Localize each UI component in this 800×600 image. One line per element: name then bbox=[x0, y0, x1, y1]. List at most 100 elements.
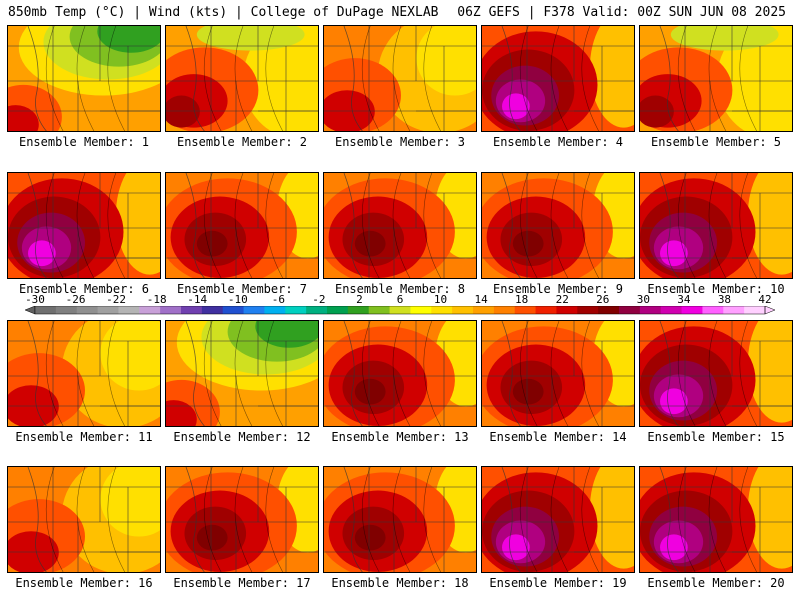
temperature-map bbox=[481, 25, 635, 132]
isotherm-line bbox=[361, 173, 380, 278]
state-border bbox=[501, 26, 521, 131]
temperature-contour-0 bbox=[717, 26, 792, 131]
colorbar-tick-label: 26 bbox=[596, 293, 610, 306]
colorbar-segment bbox=[139, 306, 161, 314]
isotherm-line bbox=[739, 173, 758, 278]
isotherm-line bbox=[677, 173, 696, 278]
colorbar-segment bbox=[473, 306, 495, 314]
colorbar-segment bbox=[347, 306, 370, 314]
temperature-contour-4 bbox=[354, 378, 386, 405]
temperature-map bbox=[7, 320, 161, 427]
page-title: 850mb Temp (°C) | Wind (kts) | College o… bbox=[8, 5, 439, 20]
isotherm-line bbox=[392, 321, 411, 426]
isotherm-line bbox=[677, 467, 696, 572]
colorbar-segment bbox=[619, 306, 641, 314]
colorbar-tick-label: 22 bbox=[555, 293, 569, 306]
temperature-contour-0 bbox=[589, 26, 634, 128]
colorbar-arrow-right bbox=[764, 306, 776, 315]
ensemble-member-label: Ensemble Member: 20 bbox=[647, 576, 785, 590]
temperature-contour-0 bbox=[243, 26, 318, 131]
ensemble-member-label: Ensemble Member: 4 bbox=[492, 135, 624, 149]
colorbar-segment bbox=[493, 306, 516, 314]
colorbar-segment bbox=[681, 306, 703, 314]
isotherm-line bbox=[581, 321, 600, 426]
temperature-map bbox=[639, 172, 793, 279]
ensemble-member-label: Ensemble Member: 17 bbox=[173, 576, 311, 590]
temperature-contour-4 bbox=[640, 95, 674, 128]
ensemble-member-label: Ensemble Member: 6 bbox=[18, 282, 150, 296]
isotherm-line bbox=[45, 26, 64, 131]
state-border bbox=[27, 173, 47, 278]
colorbar-tick-label: -6 bbox=[271, 293, 285, 306]
temperature-contour-4 bbox=[512, 230, 544, 257]
isotherm-line bbox=[677, 26, 696, 131]
temperature-map bbox=[7, 466, 161, 573]
isotherm-line bbox=[550, 321, 569, 426]
temperature-map bbox=[639, 466, 793, 573]
isotherm-line bbox=[76, 26, 95, 131]
isotherm-line bbox=[265, 467, 284, 572]
isotherm-line bbox=[45, 467, 64, 572]
temperature-contour-5 bbox=[502, 534, 530, 561]
colorbar-segment bbox=[76, 306, 99, 314]
colorbar-tick-label: -30 bbox=[25, 293, 45, 306]
isotherm-line bbox=[265, 321, 284, 426]
temperature-contour-0 bbox=[747, 321, 792, 423]
state-border bbox=[659, 467, 679, 572]
temperature-contour-0 bbox=[747, 467, 792, 569]
temperature-contour-5 bbox=[660, 240, 688, 267]
temperature-contour-1 bbox=[196, 26, 305, 51]
isotherm-line bbox=[581, 467, 600, 572]
colorbar-tick-label: 30 bbox=[636, 293, 650, 306]
isotherm-line bbox=[519, 321, 538, 426]
colorbar-segment bbox=[389, 306, 411, 314]
temperature-map bbox=[323, 320, 477, 427]
isotherm-line bbox=[739, 321, 758, 426]
ensemble-member-label: Ensemble Member: 14 bbox=[489, 430, 627, 444]
colorbar-tick-label: -14 bbox=[187, 293, 208, 306]
colorbar-segment bbox=[660, 306, 683, 314]
colorbar-tick-label: 14 bbox=[474, 293, 488, 306]
state-border bbox=[343, 467, 363, 572]
isotherm-line bbox=[234, 26, 253, 131]
colorbar-tick-label: -10 bbox=[227, 293, 248, 306]
colorbar-segment bbox=[243, 306, 265, 314]
isotherm-line bbox=[708, 321, 727, 426]
isotherm-line bbox=[203, 321, 222, 426]
ensemble-member-label: Ensemble Member: 19 bbox=[489, 576, 627, 590]
colorbar-segment bbox=[264, 306, 286, 314]
ensemble-member-label: Ensemble Member: 2 bbox=[176, 135, 308, 149]
colorbar-tick-label: 18 bbox=[515, 293, 529, 306]
temperature-contour-1 bbox=[100, 321, 160, 391]
temperature-contour-4 bbox=[354, 230, 386, 257]
isotherm-line bbox=[76, 467, 95, 572]
temperature-contour-1 bbox=[670, 26, 779, 51]
colorbar-segment bbox=[639, 306, 662, 314]
temperature-contour-5 bbox=[660, 534, 688, 561]
colorbar-tick-label: -2 bbox=[312, 293, 326, 306]
state-border bbox=[185, 467, 205, 572]
ensemble-member-label: Ensemble Member: 7 bbox=[176, 282, 308, 296]
state-border bbox=[343, 26, 363, 131]
temperature-contour-1 bbox=[100, 467, 160, 537]
ensemble-member-label: Ensemble Member: 11 bbox=[15, 430, 153, 444]
ensemble-member-label: Ensemble Member: 18 bbox=[331, 576, 469, 590]
temperature-map bbox=[165, 466, 319, 573]
isotherm-line bbox=[423, 173, 442, 278]
isotherm-line bbox=[423, 26, 442, 131]
isotherm-line bbox=[708, 173, 727, 278]
ensemble-member-label: Ensemble Member: 9 bbox=[492, 282, 624, 296]
isotherm-line bbox=[107, 467, 126, 572]
ensemble-member-label: Ensemble Member: 5 bbox=[650, 135, 782, 149]
isotherm-line bbox=[203, 173, 222, 278]
colorbar-segment bbox=[514, 306, 537, 314]
isotherm-line bbox=[581, 173, 600, 278]
colorbar-tick-label: 34 bbox=[677, 293, 691, 306]
temperature-map bbox=[323, 25, 477, 132]
colorbar-segment bbox=[160, 306, 182, 314]
isotherm-line bbox=[107, 173, 126, 278]
ensemble-member-label: Ensemble Member: 13 bbox=[331, 430, 469, 444]
ensemble-member-label: Ensemble Member: 8 bbox=[334, 282, 466, 296]
isotherm-line bbox=[392, 173, 411, 278]
temperature-contour-4 bbox=[196, 524, 228, 551]
